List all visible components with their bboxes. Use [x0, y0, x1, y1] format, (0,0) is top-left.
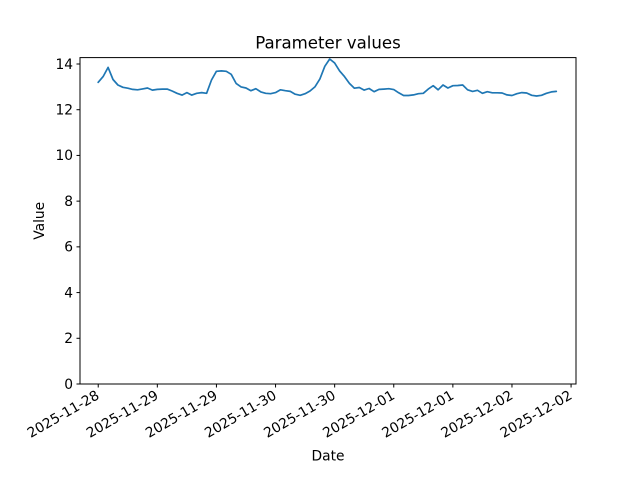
y-tick-label: 2 [64, 331, 73, 347]
y-tick-label: 6 [64, 240, 73, 256]
y-tick-label: 4 [64, 285, 73, 301]
y-tick-label: 12 [55, 103, 73, 119]
chart-title: Parameter values [255, 34, 401, 53]
x-axis-ticks: 2025-11-282025-11-292025-11-292025-11-30… [25, 384, 575, 442]
y-tick-label: 8 [64, 194, 73, 210]
x-axis-label: Date [312, 449, 345, 465]
y-tick-label: 14 [55, 57, 73, 73]
y-axis-label: Value [32, 202, 48, 240]
y-tick-label: 0 [64, 377, 73, 393]
y-axis-ticks: 0 2 4 6 8 10 12 14 [55, 57, 80, 393]
y-tick-label: 10 [55, 148, 73, 164]
plot-area [79, 57, 577, 385]
series-line [97, 58, 558, 97]
